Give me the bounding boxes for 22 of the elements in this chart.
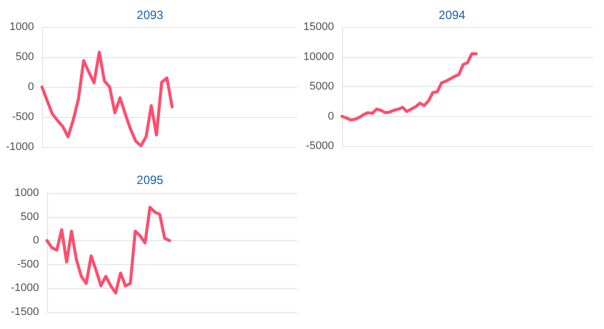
y-tick-label: 1000 xyxy=(14,187,39,199)
y-tick-label: 0 xyxy=(28,81,34,93)
y-tick-label: -5000 xyxy=(306,140,334,152)
line-series xyxy=(340,52,478,122)
line-series xyxy=(40,50,174,148)
y-tick-label: -1500 xyxy=(10,306,39,318)
y-tick-label: 5000 xyxy=(310,80,334,92)
y-tick-label: 0 xyxy=(328,110,334,122)
chart-title: 2093 xyxy=(136,8,164,22)
y-tick-label: 0 xyxy=(32,234,39,247)
y-tick-label: -1000 xyxy=(6,141,34,153)
y-tick-label: -1000 xyxy=(10,282,39,294)
y-tick-label: 10000 xyxy=(303,50,334,63)
y-tick-label: 1000 xyxy=(10,21,34,33)
y-tick-label: 500 xyxy=(16,51,34,63)
chart-title: 2094 xyxy=(438,8,466,22)
chart-title: 2095 xyxy=(136,173,164,187)
y-tick-label: -500 xyxy=(12,111,34,123)
y-tick-label: -500 xyxy=(16,258,39,270)
y-tick-label: 500 xyxy=(20,210,39,223)
line-series xyxy=(46,206,172,294)
y-tick-label: 15000 xyxy=(303,21,334,33)
